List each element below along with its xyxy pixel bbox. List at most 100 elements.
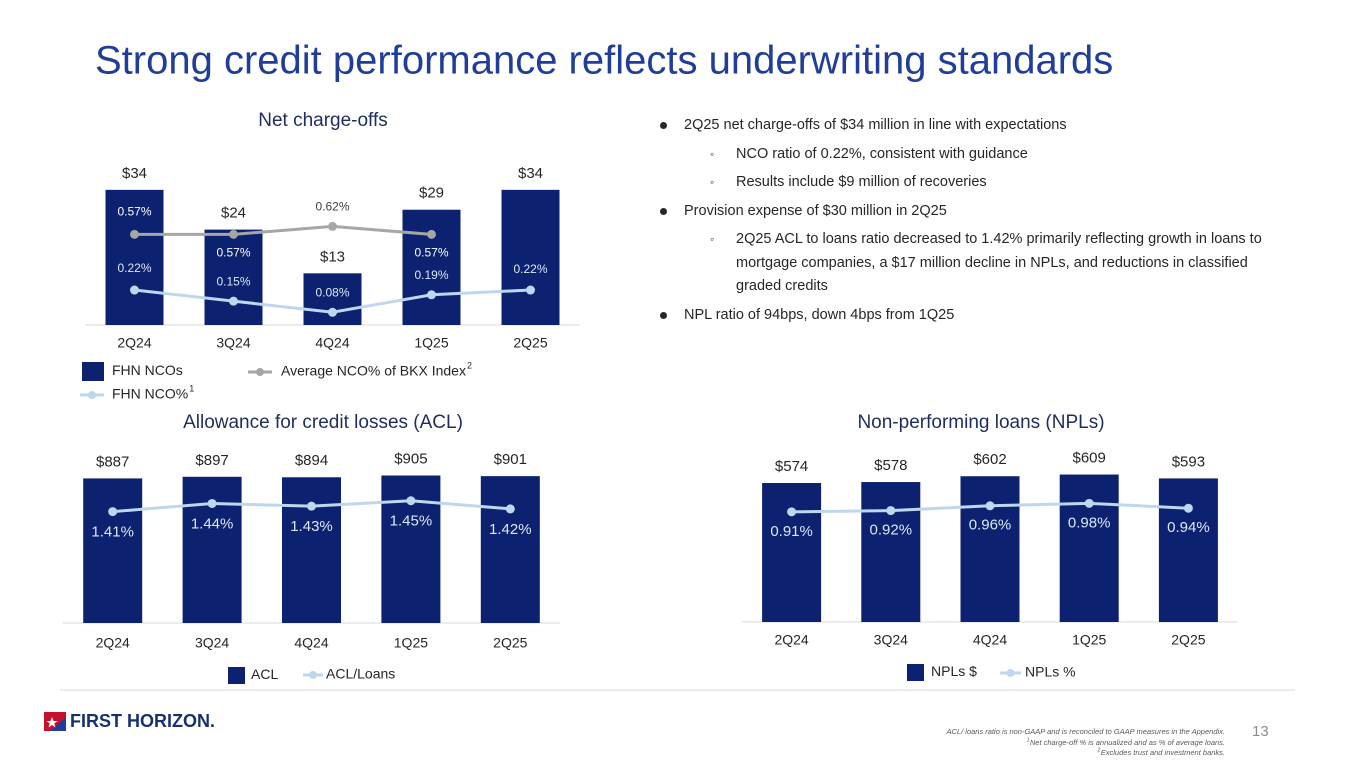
series-point [108,507,118,517]
point-label: 0.92% [870,522,913,539]
legend-label: FHN NCOs [112,362,183,378]
bar-label: $29 [419,185,444,202]
bar [1059,474,1119,622]
bar-label: $13 [320,248,345,265]
legend-swatch-point [1006,669,1015,677]
legend-swatch-point [88,391,96,399]
series-point [427,229,436,239]
point-label: 1.44% [191,515,234,532]
bullet: 2Q25 net charge-offs of $34 million in l… [660,114,1260,138]
x-tick-label: 2Q25 [513,335,547,351]
series-point [886,506,896,516]
x-tick-label: 1Q25 [394,635,428,651]
bar-label: $894 [295,452,328,469]
series-point [130,229,139,239]
point-label: 0.94% [1167,519,1210,536]
legend-swatch [907,664,924,681]
bar [204,229,263,325]
bar [960,476,1020,622]
series-point [229,229,238,239]
point-label: 0.57% [117,205,151,219]
legend-label: NPLs % [1025,664,1076,680]
x-tick-label: 1Q25 [414,335,448,351]
x-tick-label: 2Q24 [96,635,130,651]
bar [83,478,143,623]
point-label: 0.15% [216,274,250,288]
series-point [1183,503,1193,513]
point-label: 0.62% [315,200,349,214]
legend-swatch [228,667,245,684]
point-label: 0.98% [1068,514,1111,531]
bar [105,189,164,325]
point-label: 0.91% [770,523,813,540]
series-point [985,501,995,511]
x-tick-label: 3Q24 [216,335,250,351]
legend-swatch-point [309,671,317,679]
bullet: Results include $9 million of recoveries [660,171,1286,195]
point-label: 1.43% [290,518,333,535]
bar-label: $24 [221,205,246,222]
point-label: 0.19% [414,268,448,282]
bar-label: $578 [874,457,907,474]
bar-label: $905 [394,450,427,467]
x-tick-label: 4Q24 [973,632,1007,648]
series-point [130,285,139,295]
legend-label: NPLs $ [931,663,977,679]
page-number: 13 [1252,723,1269,740]
bar [480,476,540,623]
bar [282,477,341,623]
legend-label: ACL/Loans [326,666,395,682]
legend-label: ACL [251,666,278,682]
legend-swatch-point [256,368,264,376]
bar-label: $34 [518,165,543,182]
chart-title: Allowance for credit losses (ACL) [183,412,463,433]
point-label: 1.41% [91,524,134,541]
legend-swatch [82,362,104,381]
point-label: 0.22% [513,262,547,276]
x-tick-label: 2Q24 [117,335,151,351]
chart-title: Net charge-offs [258,110,388,131]
footnote-marker: 2 [1096,747,1100,753]
series-point [427,290,436,300]
series-point [229,296,238,306]
series-point [328,221,337,231]
point-label: 0.22% [117,261,151,275]
legend-note: 1 [189,383,194,393]
x-tick-label: 2Q25 [493,635,527,651]
bar [501,189,560,325]
x-tick-label: 3Q24 [195,635,229,651]
series-line [134,224,432,236]
point-label: 1.42% [489,521,532,538]
footnote: ACL/ loans ratio is non-GAAP and is reco… [946,727,1225,736]
bar-label: $901 [494,451,527,468]
point-label: 0.96% [969,517,1012,534]
footnote: Net charge-off % is annualized and as % … [1030,738,1225,747]
legend-label: FHN NCO% [112,386,188,402]
x-tick-label: 1Q25 [1072,632,1106,648]
series-point [307,501,316,511]
bar [1158,478,1218,622]
legend-label: Average NCO% of BKX Index [281,363,466,379]
series-point [207,498,217,508]
x-tick-label: 4Q24 [315,335,349,351]
bar-label: $897 [195,452,228,469]
bar-label: $602 [973,451,1006,468]
bullet: NCO ratio of 0.22%, consistent with guid… [660,143,1286,167]
bullet: NPL ratio of 94bps, down 4bps from 1Q25 [660,304,1260,328]
bar-label: $574 [775,458,808,475]
point-label: 0.08% [315,285,349,299]
series-point [406,496,416,506]
bar [762,483,822,622]
point-label: 0.57% [216,246,250,260]
bar-label: $609 [1073,450,1106,467]
slide-title: Strong credit performance reflects under… [95,39,1113,83]
point-label: 0.57% [414,246,448,260]
bullet: Provision expense of $30 million in 2Q25 [660,200,1260,224]
x-tick-label: 2Q25 [1171,632,1205,648]
chart-title: Non-performing loans (NPLs) [857,412,1104,433]
bullet-list: 2Q25 net charge-offs of $34 million in l… [660,114,1262,332]
logo-icon [44,712,66,731]
bar [182,476,242,623]
series-point [505,504,515,514]
